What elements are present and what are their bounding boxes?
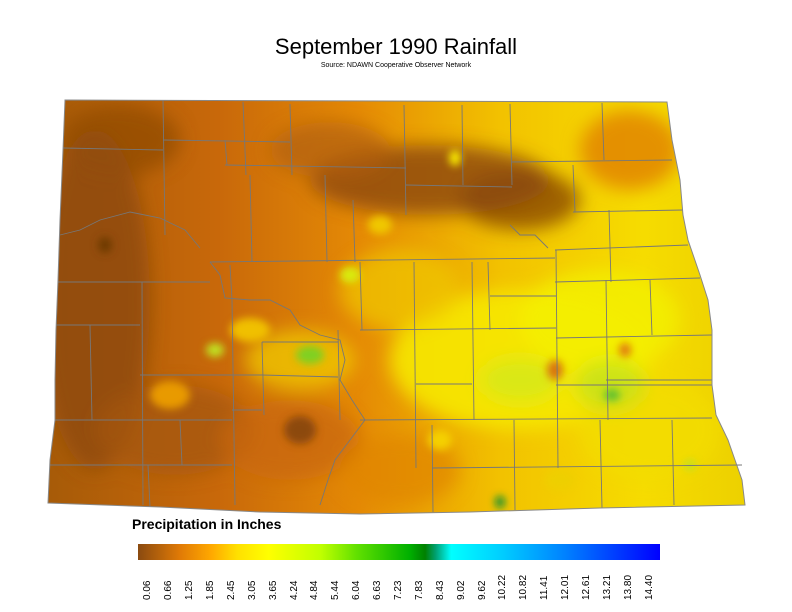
tick-label: 6.63 — [372, 580, 384, 600]
tick-label: 7.83 — [413, 580, 425, 600]
tick-label: 5.44 — [330, 580, 342, 600]
tick-label: 9.02 — [455, 580, 467, 600]
color-scale-bar — [138, 544, 660, 560]
tick-label: 7.23 — [393, 580, 404, 600]
map-title: September 1990 Rainfall — [274, 34, 518, 59]
tick-label: 2.45 — [225, 580, 237, 600]
tick-label: 4.24 — [288, 580, 300, 600]
tick-label: 0.06 — [142, 580, 154, 600]
map-subtitle: Source: NDAWN Cooperative Observer Netwo… — [320, 62, 472, 69]
tick-label: 4.84 — [309, 580, 321, 600]
precipitation-surface — [48, 100, 745, 514]
tick-label: 11.41 — [539, 575, 551, 600]
tick-label: 12.01 — [560, 574, 572, 600]
tick-label: 8.43 — [434, 580, 446, 600]
county-boundaries — [50, 99, 743, 513]
tick-label: 13.21 — [601, 574, 613, 600]
tick-label: 3.65 — [267, 580, 279, 600]
legend-title: Precipitation in Inches — [132, 516, 282, 532]
tick-label: 6.04 — [351, 580, 363, 600]
tick-label: 1.25 — [184, 580, 196, 600]
tick-label: 10.82 — [518, 574, 530, 600]
tick-label: 10.22 — [497, 574, 509, 600]
tick-label: 3.05 — [246, 580, 258, 600]
tick-label: 9.62 — [476, 580, 488, 600]
tick-label: 14.40 — [643, 574, 655, 600]
tick-label: 13.80 — [622, 574, 634, 600]
state-outline — [47, 99, 746, 515]
tick-label: 12.61 — [580, 574, 592, 600]
tick-label: 1.85 — [205, 580, 217, 600]
tick-label: 0.66 — [163, 580, 175, 600]
